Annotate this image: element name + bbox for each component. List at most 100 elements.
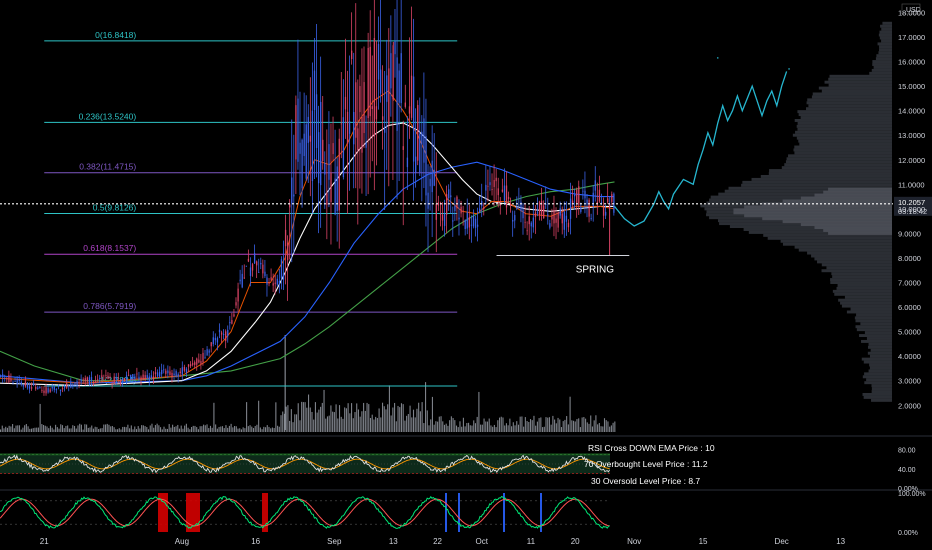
volume-profile-bar [828, 77, 892, 81]
volume-profile-poc [744, 214, 892, 218]
price-tick-label: 10.0000 [898, 205, 925, 214]
price-axis[interactable]: USD 2.0000 3.0000 4.0000 5.0000 6.0000 7.0000… [898, 3, 925, 410]
last-price-badge [894, 196, 932, 216]
volume-bar [247, 426, 249, 432]
volume-bar [56, 427, 58, 432]
stoch-oversold-highlight [503, 493, 505, 532]
candle-body [291, 177, 293, 204]
candle-body [334, 178, 336, 215]
volume-profile-bar [868, 369, 892, 373]
volume-bar [12, 424, 14, 432]
volume-bar [512, 422, 514, 432]
volume-profile-bar [850, 307, 892, 311]
volume-bar [400, 403, 403, 432]
volume-bar [91, 425, 93, 432]
volume-bar [283, 413, 286, 432]
candle-body [247, 258, 250, 262]
volume-bar [5, 426, 7, 432]
volume-bar [591, 426, 594, 432]
candle-body [45, 387, 47, 394]
price-tick-label: 6.0000 [898, 303, 921, 312]
candle-body [404, 102, 407, 107]
candle-body [33, 383, 35, 385]
candle-body [144, 375, 146, 380]
candle-body [600, 202, 603, 203]
candle-body [194, 362, 196, 365]
volume-bar [481, 424, 483, 432]
volume-profile-poc [823, 190, 892, 194]
volume-bar [471, 425, 473, 432]
candle-body [117, 377, 119, 379]
volume-bar [149, 425, 151, 432]
volume-profile-bar [882, 21, 892, 25]
candle-body [260, 262, 262, 265]
last-price-countdown: 03:18:42 [898, 207, 927, 216]
volume-profile-bar [782, 242, 892, 246]
volume-profile-bar [836, 286, 892, 290]
volume-bar [526, 421, 528, 432]
fibonacci-levels: 0(16.8418) 0.236(13.5240) 0.382(11.4715) 0.… [44, 30, 458, 387]
candle-body [84, 378, 86, 382]
volume-bar [423, 423, 425, 432]
candle-body [8, 375, 10, 383]
volume-profile-bar [826, 266, 892, 270]
candle-body [121, 378, 124, 382]
volume-bar [478, 391, 480, 432]
volume-profile-bar [832, 275, 892, 279]
volume-bar [514, 425, 516, 432]
candle-body [377, 43, 380, 80]
projection-dot [716, 57, 719, 59]
volume-bar [578, 418, 580, 432]
volume-bar [92, 428, 95, 432]
volume-bar [94, 426, 96, 432]
candle-body [460, 206, 462, 214]
candle-body [547, 214, 549, 216]
volume-bar [72, 425, 74, 432]
rsi-annotation-cross: RSI Cross DOWN EMA Price : 10 [588, 443, 715, 453]
candle-body [177, 374, 179, 377]
volume-bar [142, 425, 144, 432]
candle-body [43, 390, 45, 393]
volume-profile-poc [733, 211, 892, 215]
time-tick-label: 13 [389, 537, 398, 546]
volume-bar [464, 426, 466, 432]
volume-bar [115, 429, 117, 432]
candle-body [578, 186, 580, 205]
volume-bar [287, 405, 289, 432]
candle-body [371, 106, 373, 110]
volume-bar [603, 418, 606, 432]
volume-bar [117, 429, 119, 432]
candle-body [256, 261, 258, 266]
candle-body [51, 386, 53, 389]
volume-profile-bar [797, 127, 892, 131]
time-axis[interactable]: 21 Aug 16 Sep 13 22 Oct 11 20 Nov 15 Dec 13 [40, 537, 846, 546]
candle-body [181, 367, 184, 375]
candle-body [379, 69, 382, 94]
volume-bar [99, 428, 101, 432]
volume-bar [203, 424, 205, 432]
volume-bar [590, 415, 592, 432]
volume-profile-bar [871, 398, 892, 402]
volume-bar [369, 417, 372, 432]
volume-bar [184, 425, 186, 432]
candle-body [204, 356, 206, 358]
volume-bar [583, 417, 585, 432]
volume-bar [278, 426, 280, 432]
volume-bar [113, 427, 115, 432]
candle-body [470, 224, 473, 226]
candle-body [443, 214, 446, 226]
volume-profile-bar [873, 65, 892, 69]
volume-profile-bar [841, 304, 892, 308]
volume-bar [354, 412, 356, 432]
volume-bar [614, 421, 616, 432]
volume-bar [406, 415, 408, 432]
volume-bar [593, 420, 595, 432]
candle-body [253, 253, 256, 264]
candle-body [536, 212, 539, 214]
candle-body [212, 337, 214, 345]
volume-bar [277, 425, 279, 432]
volume-bar [261, 429, 263, 432]
time-tick-label: 15 [699, 537, 708, 546]
volume-bar [146, 426, 148, 432]
